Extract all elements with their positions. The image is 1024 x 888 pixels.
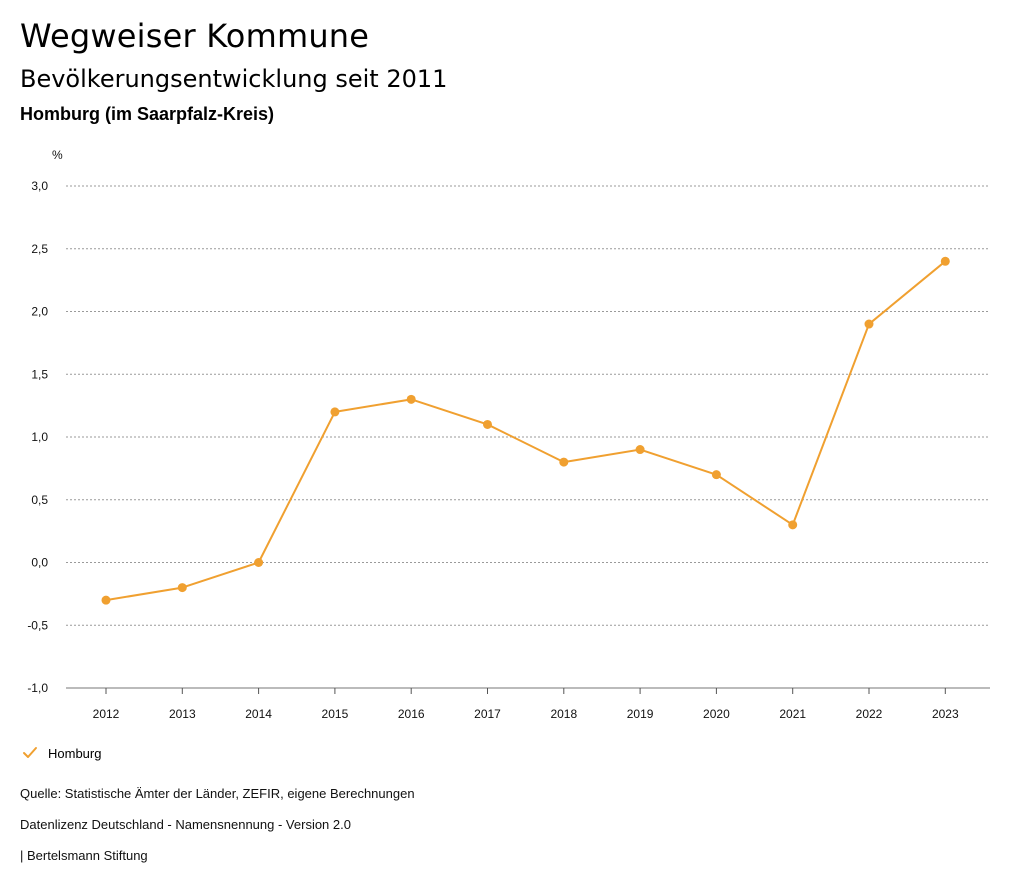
data-point [559, 457, 569, 467]
x-tick-label: 2018 [550, 707, 577, 721]
data-point [635, 445, 645, 455]
data-point [330, 407, 340, 417]
brand-note: | Bertelsmann Stiftung [20, 848, 148, 863]
legend-label-homburg: Homburg [48, 745, 102, 761]
x-tick-label: 2013 [169, 707, 196, 721]
x-tick-label: 2021 [779, 707, 806, 721]
data-point [254, 558, 264, 567]
data-point [177, 583, 187, 593]
data-point [406, 394, 416, 404]
y-tick-label: 1,5 [31, 367, 48, 381]
data-point [788, 520, 798, 530]
data-point [864, 319, 874, 329]
chart-legend[interactable]: Homburg [22, 745, 101, 761]
y-tick-label: 3,0 [31, 179, 48, 193]
source-note: Quelle: Statistische Ämter der Länder, Z… [20, 786, 415, 801]
page-title: Wegweiser Kommune [20, 17, 370, 55]
chart-subtitle: Bevölkerungsentwicklung seit 2011 [20, 65, 448, 93]
y-tick-label: 1,0 [31, 430, 48, 444]
x-tick-label: 2014 [245, 707, 272, 721]
x-tick-label: 2015 [322, 707, 349, 721]
y-tick-label: -1,0 [27, 681, 48, 695]
data-point [711, 470, 721, 480]
check-icon [23, 747, 37, 758]
x-tick-label: 2017 [474, 707, 501, 721]
x-tick-label: 2012 [93, 707, 120, 721]
y-tick-label: 0,5 [31, 493, 48, 507]
x-tick-label: 2019 [627, 707, 654, 721]
x-tick-label: 2022 [856, 707, 883, 721]
x-tick-label: 2016 [398, 707, 425, 721]
data-point [940, 256, 950, 266]
y-tick-label: 2,5 [31, 242, 48, 256]
data-point [101, 595, 111, 605]
y-tick-label: 2,0 [31, 305, 48, 319]
series-line-homburg [105, 260, 946, 602]
x-tick-label: 2020 [703, 707, 730, 721]
y-axis-unit-label: % [52, 148, 63, 162]
x-tick-label: 2023 [932, 707, 959, 721]
line-chart: % 3,0 2,5 2,0 1,5 1,0 0,5 0,0 -0,5 -1,0 2012 2013 20… [27, 148, 990, 721]
y-tick-label: -0,5 [27, 618, 48, 632]
data-point [483, 419, 492, 429]
license-note: Datenlizenz Deutschland - Namensnennung … [20, 817, 351, 832]
region-label: Homburg (im Saarpfalz-Kreis) [20, 104, 275, 124]
y-tick-label: 0,0 [31, 556, 48, 570]
